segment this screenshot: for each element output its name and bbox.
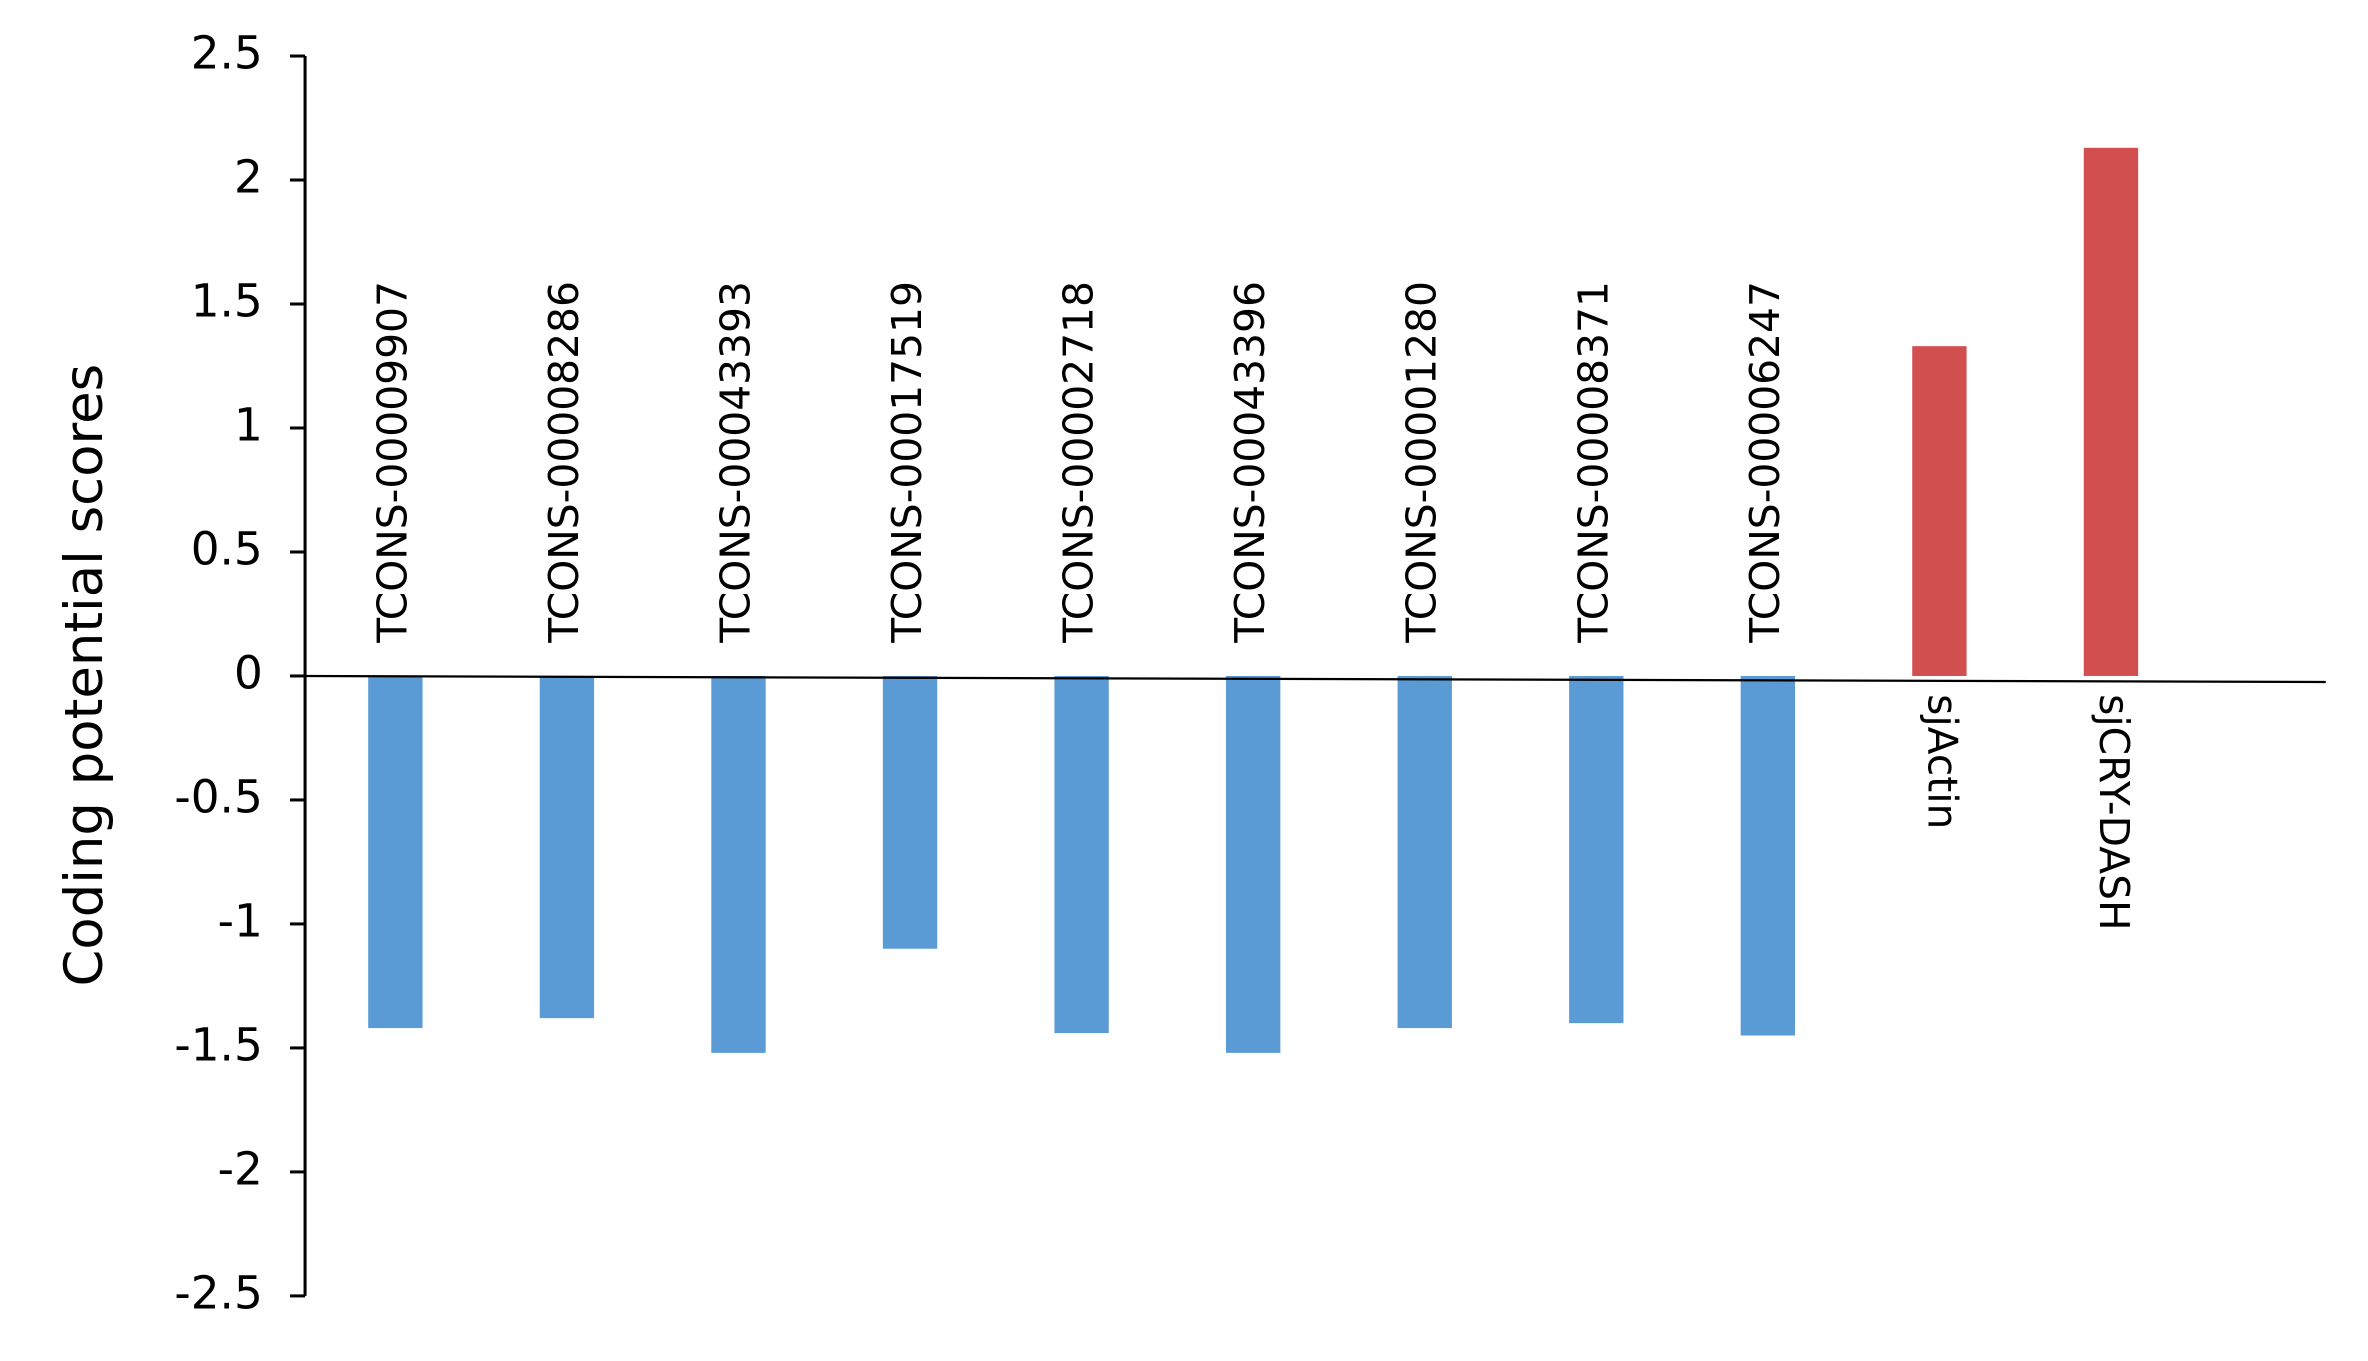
x-tick-label: TCONS-00043393 [711,281,759,644]
y-tick-label: -1 [218,894,263,947]
bar [1740,675,1796,1036]
bar [368,675,423,1029]
x-tick-label: TCONS-00002718 [1055,281,1103,644]
y-tick-label: -1.5 [174,1018,262,1071]
bar [539,675,595,1019]
x-tick-label: TCONS-00008286 [540,281,588,644]
bar [1225,675,1281,1053]
y-tick-label: 0.5 [191,522,263,575]
x-tick-label: TCONS-00009907 [368,281,416,644]
y-tick-label: -0.5 [174,770,262,823]
bar [711,675,766,1053]
bar [1569,675,1624,1024]
zero-line [305,674,2326,684]
x-tick-label: sjCRY-DASH [2090,694,2138,931]
y-tick-label: -2 [218,1142,263,1195]
x-tick-label: sjActin [1918,694,1966,829]
y-tick-label: -2.5 [174,1266,262,1319]
y-tick-label: 0 [234,646,263,699]
x-tick-label: TCONS-00008371 [1569,281,1617,644]
y-axis-label: Coding potential scores [54,364,115,987]
y-tick-label: 2.5 [191,27,263,80]
bar [2083,147,2139,676]
y-tick-label: 1 [234,398,263,451]
x-tick-label: TCONS-00017519 [883,281,931,644]
bar [1912,346,1967,676]
y-tick-label: 1.5 [191,275,263,328]
bar [1054,675,1109,1034]
x-tick-label: TCONS-00006247 [1741,281,1789,644]
y-tick-label: 2 [234,151,263,204]
bar [1397,675,1452,1029]
x-tick-label: TCONS-00001280 [1398,281,1446,644]
x-tick-label: TCONS-00043396 [1226,281,1274,644]
bar [882,675,938,949]
